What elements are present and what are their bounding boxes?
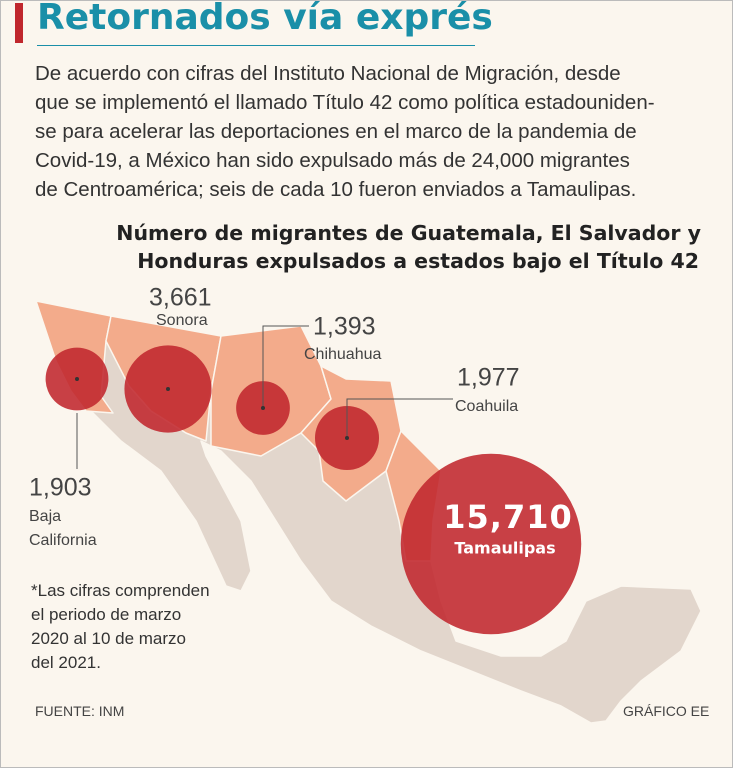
- dot: [166, 387, 170, 391]
- value-label: 1,393: [313, 313, 376, 341]
- intro-line: De acuerdo con cifras del Instituto Naci…: [35, 62, 621, 85]
- leader-line: [346, 398, 453, 438]
- value-label: 3,661: [149, 284, 212, 312]
- state-name: Sonora: [156, 312, 208, 329]
- intro: De acuerdo con cifras del Instituto Naci…: [35, 59, 655, 204]
- state-name: Coahuila: [455, 398, 518, 415]
- leader-line: [262, 325, 309, 408]
- state-name: Chihuahua: [304, 346, 382, 363]
- source: FUENTE: INM: [35, 703, 125, 719]
- dot: [261, 406, 265, 410]
- note-line: *Las cifras comprenden: [31, 581, 210, 600]
- note-line: del 2021.: [31, 653, 101, 672]
- credit: GRÁFICO EE: [623, 703, 710, 719]
- dot: [345, 436, 349, 440]
- state-name: Baja California: [29, 508, 97, 549]
- value-label: 1,977: [457, 364, 520, 392]
- dot: [75, 377, 79, 381]
- value-label: 1,903: [29, 474, 92, 502]
- intro-line: que se implementó el llamado Título 42 c…: [35, 91, 655, 114]
- map-title-line: Número de migrantes de Guatemala, El Sal…: [116, 221, 701, 245]
- title-rule: [37, 45, 475, 46]
- intro-line: de Centroamérica; seis de cada 10 fueron…: [35, 178, 637, 201]
- title-bar: [15, 3, 23, 43]
- bubble: [400, 453, 582, 635]
- state-name: Tamaulipas: [454, 539, 555, 558]
- note: *Las cifras comprenden el periodo de marz…: [31, 579, 210, 675]
- note-line: 2020 al 10 de marzo: [31, 629, 186, 648]
- map-title: Número de migrantes de Guatemala, El Sal…: [1, 219, 701, 275]
- note-line: el periodo de marzo: [31, 605, 182, 624]
- intro-line: Covid-19, a México han sido expulsado má…: [35, 149, 630, 172]
- intro-line: se para acelerar las deportaciones en el…: [35, 120, 637, 143]
- title: Retornados vía exprés: [37, 0, 493, 38]
- map-title-line: Honduras expulsados a estados bajo el Tí…: [137, 249, 699, 273]
- value-label: 15,710: [443, 498, 572, 536]
